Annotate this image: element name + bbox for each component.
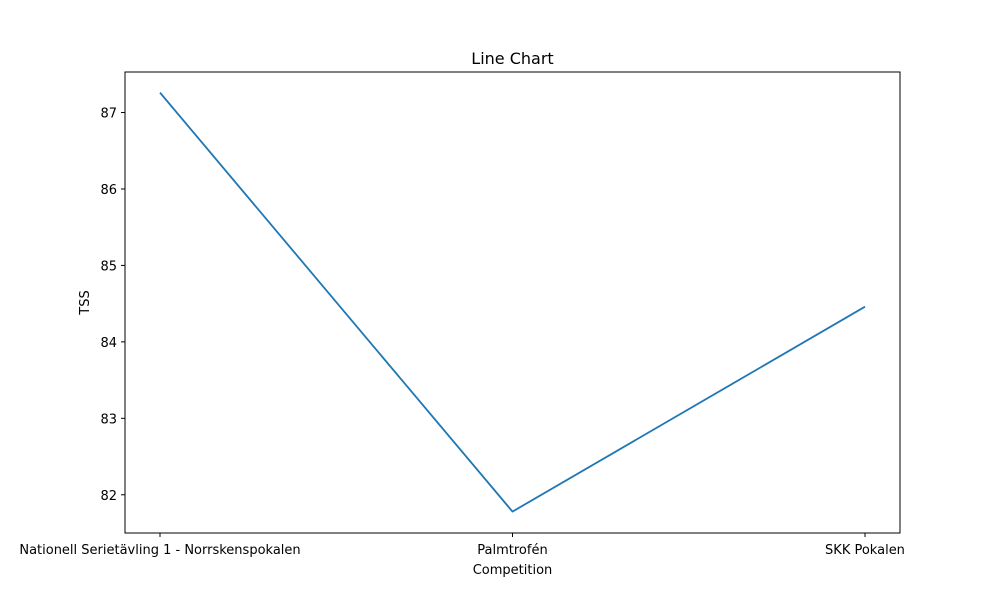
- y-tick-label: 84: [100, 336, 117, 351]
- x-axis-label: Competition: [473, 563, 553, 578]
- x-axis: Nationell Serietävling 1 - Norrskenspoka…: [19, 533, 905, 558]
- x-tick-label: SKK Pokalen: [825, 543, 905, 558]
- y-tick-label: 86: [100, 183, 117, 198]
- x-tick-label: Palmtrofén: [477, 543, 547, 558]
- chart-title: Line Chart: [471, 49, 553, 68]
- plot-frame: [124, 71, 901, 534]
- y-tick-label: 87: [100, 107, 117, 122]
- x-tick-label: Nationell Serietävling 1 - Norrskenspoka…: [19, 543, 300, 558]
- plot-area: 82 83 84 85 86 87 Nationell Serietävling 1 - …: [19, 71, 905, 558]
- y-tick-label: 85: [100, 259, 117, 274]
- y-tick-label: 83: [100, 412, 117, 427]
- y-axis: 82 83 84 85 86 87: [100, 107, 125, 504]
- series-line: [159, 92, 866, 513]
- y-axis-label: TSS: [78, 290, 93, 315]
- series-layer: [159, 92, 866, 513]
- y-tick-label: 82: [100, 489, 117, 504]
